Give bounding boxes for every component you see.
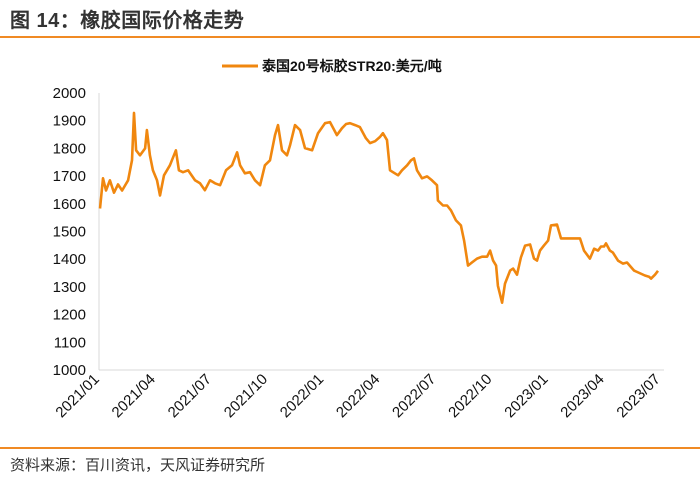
x-tick-label: 2022/04 — [333, 371, 383, 421]
source-note: 资料来源：百川资讯，天风证券研究所 — [10, 457, 266, 474]
y-axis: 1000 1100 1200 1300 1400 1500 1600 1700 1800 1900… — [53, 85, 86, 379]
x-tick-label: 2021/07 — [165, 371, 215, 421]
y-tick-label: 1400 — [53, 251, 86, 268]
x-tick-label: 2022/01 — [277, 371, 327, 421]
y-tick-label: 1900 — [53, 113, 86, 130]
y-tick-label: 1200 — [53, 307, 86, 324]
series-line-str20 — [98, 111, 660, 304]
legend-label: 泰国20号标胶STR20:美元/吨 — [261, 58, 442, 74]
x-tick-label: 2021/04 — [109, 371, 159, 421]
x-tick-label: 2021/10 — [221, 371, 271, 421]
title-divider — [0, 36, 700, 38]
x-tick-label: 2023/01 — [501, 371, 551, 421]
y-tick-label: 1800 — [53, 140, 86, 157]
figure-title: 图 14：橡胶国际价格走势 — [10, 10, 245, 32]
x-tick-label: 2022/07 — [389, 371, 439, 421]
legend: 泰国20号标胶STR20:美元/吨 — [222, 58, 442, 74]
x-tick-label: 2022/10 — [445, 371, 495, 421]
x-axis: 2021/01 2021/04 2021/07 2021/10 2022/01 2022/… — [52, 371, 663, 421]
y-tick-label: 1100 — [54, 334, 86, 351]
y-tick-label: 1000 — [53, 362, 86, 379]
footer-divider — [0, 447, 700, 449]
y-tick-label: 1600 — [53, 196, 86, 213]
y-tick-label: 1300 — [53, 279, 86, 296]
y-tick-label: 2000 — [53, 85, 86, 102]
x-tick-label: 2023/07 — [613, 371, 663, 421]
x-tick-label: 2023/04 — [557, 371, 607, 421]
y-tick-label: 1500 — [53, 224, 86, 241]
y-tick-label: 1700 — [53, 168, 86, 185]
